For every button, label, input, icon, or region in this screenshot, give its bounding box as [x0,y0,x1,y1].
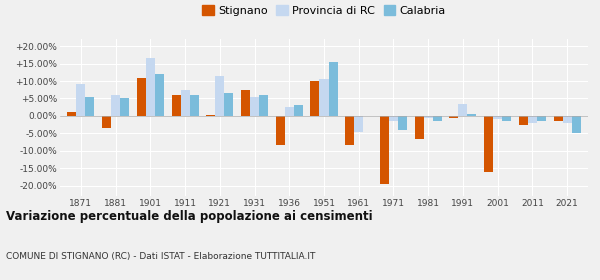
Bar [310,81,319,116]
Bar [467,114,476,116]
Bar [285,107,294,116]
Bar [206,115,215,116]
Bar [215,76,224,116]
Bar [563,116,572,123]
Bar [172,95,181,116]
Bar [398,116,407,130]
Bar [85,97,94,116]
Bar [120,99,129,116]
Bar [484,116,493,172]
Bar [519,116,528,125]
Bar [155,74,164,116]
Bar [181,90,190,116]
Text: COMUNE DI STIGNANO (RC) - Dati ISTAT - Elaborazione TUTTITALIA.IT: COMUNE DI STIGNANO (RC) - Dati ISTAT - E… [6,252,316,261]
Bar [224,93,233,116]
Legend: Stignano, Provincia di RC, Calabria: Stignano, Provincia di RC, Calabria [198,1,450,20]
Bar [458,104,467,116]
Bar [572,116,581,133]
Bar [415,116,424,139]
Bar [319,79,329,116]
Bar [111,95,120,116]
Bar [276,116,285,146]
Bar [259,95,268,116]
Bar [137,78,146,116]
Bar [433,116,442,121]
Bar [380,116,389,184]
Bar [250,97,259,116]
Bar [502,116,511,121]
Bar [424,116,433,118]
Bar [190,95,199,116]
Bar [329,62,338,116]
Bar [146,58,155,116]
Bar [528,116,537,123]
Bar [241,90,250,116]
Bar [449,116,458,118]
Bar [554,116,563,121]
Bar [354,116,363,132]
Bar [493,116,502,119]
Bar [76,85,85,116]
Bar [345,116,354,146]
Text: Variazione percentuale della popolazione ai censimenti: Variazione percentuale della popolazione… [6,210,373,223]
Bar [294,105,303,116]
Bar [67,112,76,116]
Bar [537,116,546,121]
Bar [102,116,111,128]
Bar [389,116,398,121]
